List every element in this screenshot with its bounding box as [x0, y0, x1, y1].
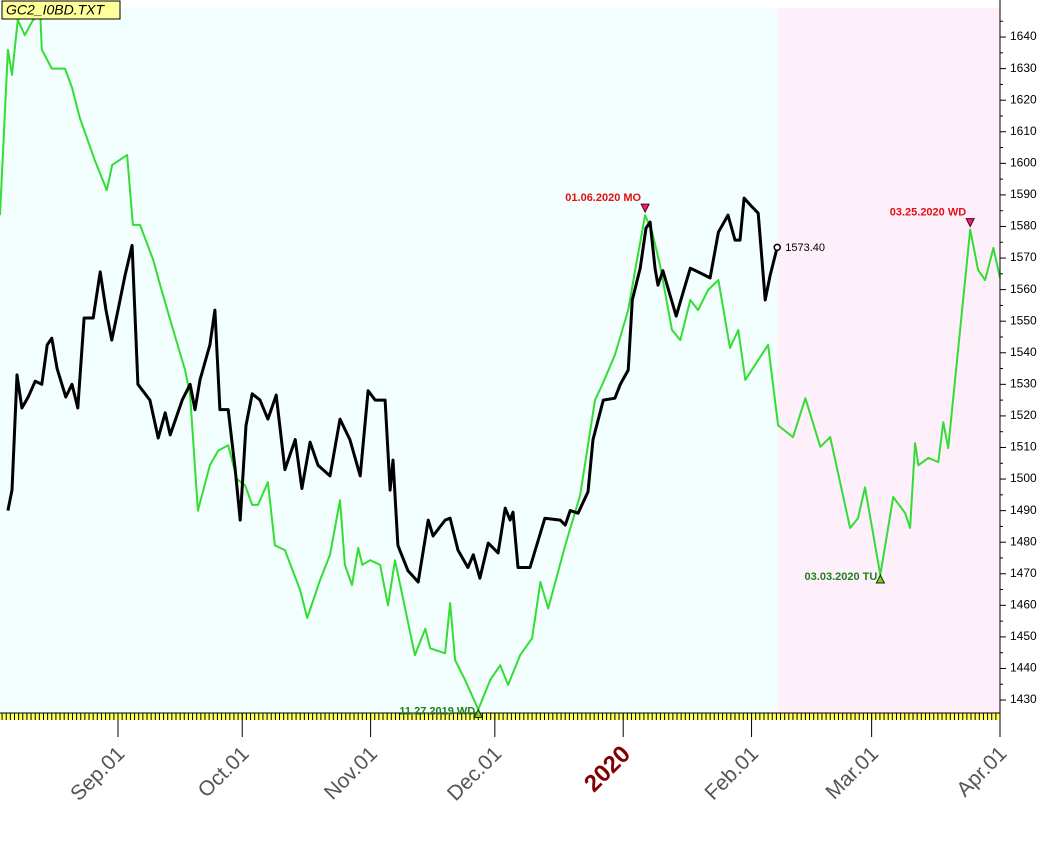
- y-tick-label: 1590: [1010, 187, 1037, 201]
- y-tick-label: 1490: [1010, 503, 1037, 517]
- annotation: 03.03.2020 TU: [805, 571, 878, 583]
- y-tick-label: 1500: [1010, 471, 1037, 485]
- history-region: [0, 8, 778, 713]
- y-tick-label: 1450: [1010, 629, 1037, 643]
- chart-title: GC2_I0BD.TXT: [6, 2, 105, 18]
- y-tick-label: 1460: [1010, 598, 1037, 612]
- forecast-region: [777, 8, 1000, 713]
- annotation: 03.25.2020 WD: [890, 207, 966, 219]
- annotation: 11.27.2019 WD: [399, 705, 475, 717]
- y-tick-label: 1570: [1010, 250, 1037, 264]
- annotation: 01.06.2020 MO: [565, 192, 641, 204]
- y-tick-label: 1640: [1010, 29, 1037, 43]
- high-marker: [640, 203, 650, 214]
- low-marker: [875, 573, 886, 584]
- y-tick-label: 1520: [1010, 408, 1037, 422]
- y-tick-label: 1550: [1010, 313, 1037, 327]
- series-line: [0, 10, 1001, 711]
- y-tick-label: 1510: [1010, 440, 1037, 454]
- y-tick-label: 1540: [1010, 345, 1037, 359]
- y-tick-label: 1430: [1010, 692, 1037, 706]
- title-box: [1, 0, 121, 20]
- y-tick-label: 1470: [1010, 566, 1037, 580]
- y-tick-label: 1620: [1010, 92, 1037, 106]
- x-axis-strip: [0, 713, 1000, 720]
- y-tick-label: 1610: [1010, 124, 1037, 138]
- y-tick-label: 1600: [1010, 156, 1037, 170]
- y-tick-label: 1630: [1010, 61, 1037, 75]
- y-tick-label: 1440: [1010, 661, 1037, 675]
- high-marker: [965, 218, 975, 228]
- low-marker: [473, 708, 484, 719]
- y-tick-label: 1580: [1010, 219, 1037, 233]
- y-tick-label: 1480: [1010, 534, 1037, 548]
- plot-area: [0, 10, 1001, 711]
- y-tick-label: 1560: [1010, 282, 1037, 296]
- annotation: 1573.40: [785, 242, 825, 254]
- plot-background: [0, 8, 1000, 713]
- series-line: [6, 196, 779, 584]
- last-point-marker: [773, 243, 781, 252]
- y-tick-label: 1530: [1010, 377, 1037, 391]
